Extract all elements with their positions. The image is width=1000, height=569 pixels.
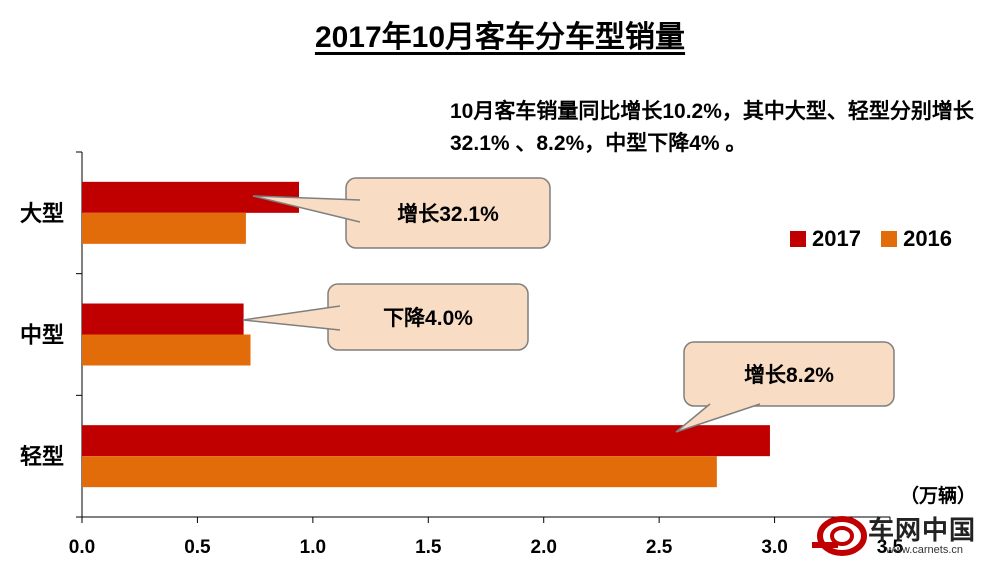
category-label: 中型 <box>20 323 64 348</box>
legend-swatch-2017 <box>790 231 806 247</box>
bar-2016 <box>82 334 251 366</box>
x-tick-label: 2.0 <box>531 537 557 558</box>
x-tick-label: 1.0 <box>300 537 326 558</box>
x-tick-label: 0.0 <box>69 537 95 558</box>
bar-2016 <box>82 212 246 244</box>
unit-label: （万辆） <box>900 486 977 507</box>
watermark-logo-icon <box>812 516 867 556</box>
watermark-text: 车网中国 <box>868 515 977 545</box>
legend-label-2016: 2016 <box>903 226 953 251</box>
callout-box <box>683 341 895 407</box>
callout-label: 增长32.1% <box>397 202 499 226</box>
bar-2016 <box>82 456 717 488</box>
callout: 增长8.2% <box>675 341 895 433</box>
legend-item-2016: 2016 <box>881 226 952 252</box>
callout-label: 下降4.0% <box>383 306 473 330</box>
x-tick-label: 0.5 <box>184 537 211 558</box>
callout-label: 增长8.2% <box>744 363 834 387</box>
callout-pointer-outline <box>252 195 361 223</box>
callout-pointer <box>243 306 340 330</box>
category-label: 轻型 <box>20 444 64 469</box>
x-tick-label: 2.5 <box>646 537 673 558</box>
legend-label-2017: 2017 <box>812 226 861 251</box>
chart-title: 2017年10月客车分车型销量 <box>0 12 1000 56</box>
legend-swatch-2016 <box>881 231 898 247</box>
watermark: 车网中国 www.carnets.cn <box>808 508 998 564</box>
annotation-text: 10月客车销量同比增长10.2%，其中大型、轻型分别增长32.1% 、8.2%，… <box>450 100 974 155</box>
callout: 下降4.0% <box>242 283 529 351</box>
bar-2017 <box>82 425 770 457</box>
chart-title-text: 2017年10月客车分车型销量 <box>314 21 686 54</box>
bar-2017 <box>82 303 244 335</box>
callout: 增长32.1% <box>252 177 551 249</box>
watermark-url: www.carnets.cn <box>886 544 964 556</box>
x-tick-label: 3.5 <box>877 537 904 558</box>
callout-pointer-outline <box>242 305 341 331</box>
legend: 2017 2016 <box>790 226 966 253</box>
x-tick-label: 3.0 <box>761 537 787 558</box>
legend-item-2017: 2017 <box>790 226 861 252</box>
category-label: 大型 <box>20 201 64 226</box>
callout-pointer-outline <box>675 403 761 433</box>
x-tick-label: 1.5 <box>415 537 442 558</box>
